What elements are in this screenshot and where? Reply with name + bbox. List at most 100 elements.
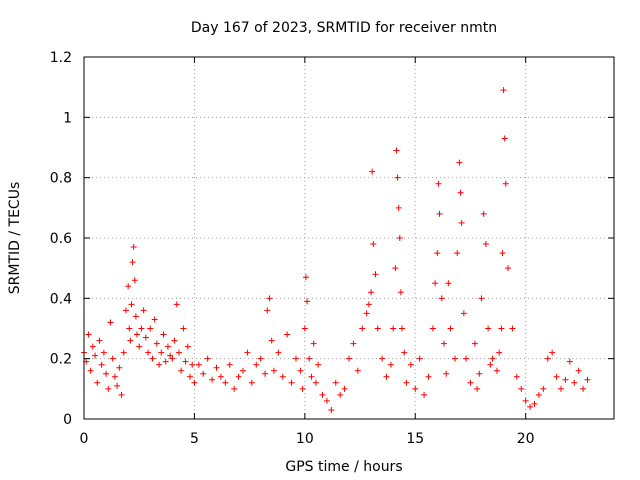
data-point — [145, 349, 152, 356]
data-point — [162, 358, 169, 365]
data-point — [436, 210, 443, 217]
data-point — [284, 331, 291, 338]
data-point — [173, 301, 180, 308]
data-point — [438, 295, 445, 302]
data-point — [222, 379, 229, 386]
data-point — [149, 355, 156, 362]
data-point — [125, 283, 132, 290]
data-point — [445, 280, 452, 287]
data-point — [87, 367, 94, 374]
y-tick-label: 0.2 — [50, 352, 72, 368]
data-point — [160, 331, 167, 338]
data-point — [200, 370, 207, 377]
data-point — [443, 370, 450, 377]
data-point — [100, 349, 107, 356]
data-point — [132, 313, 139, 320]
data-point — [522, 397, 529, 404]
data-point — [128, 301, 135, 308]
data-point — [217, 373, 224, 380]
data-point — [98, 361, 105, 368]
data-point — [350, 340, 357, 347]
data-point — [107, 319, 114, 326]
data-point — [244, 349, 251, 356]
data-point — [421, 391, 428, 398]
data-point — [302, 274, 309, 281]
data-point — [103, 370, 110, 377]
data-point — [518, 385, 525, 392]
data-point — [395, 204, 402, 211]
data-point — [501, 135, 508, 142]
data-point — [169, 355, 176, 362]
data-point — [499, 250, 506, 257]
data-point — [372, 271, 379, 278]
data-point — [502, 180, 509, 187]
data-point — [387, 361, 394, 368]
data-point — [337, 391, 344, 398]
data-point — [379, 355, 386, 362]
x-tick-label: 20 — [517, 431, 535, 447]
data-point — [454, 250, 461, 257]
data-point — [407, 361, 414, 368]
data-point — [138, 325, 145, 332]
data-point — [359, 325, 366, 332]
data-point — [416, 355, 423, 362]
data-point — [147, 325, 154, 332]
data-point — [136, 343, 143, 350]
data-point — [396, 235, 403, 241]
data-point — [393, 147, 400, 154]
data-point — [457, 189, 464, 196]
data-point — [467, 379, 474, 386]
data-point — [187, 373, 193, 380]
data-point — [122, 307, 129, 314]
data-point — [365, 301, 372, 308]
data-point — [134, 331, 140, 338]
data-point — [204, 355, 211, 362]
data-point — [435, 180, 442, 187]
data-point — [500, 87, 507, 94]
data-point — [328, 406, 335, 413]
data-point — [460, 310, 467, 317]
y-tick-label: 0 — [63, 412, 72, 428]
data-point — [498, 325, 505, 332]
data-point — [432, 280, 439, 287]
data-point — [178, 367, 185, 374]
data-point — [527, 403, 534, 410]
data-point — [399, 325, 405, 332]
data-point — [370, 241, 377, 248]
data-point — [531, 400, 538, 407]
data-point — [369, 168, 376, 175]
data-point — [315, 361, 322, 368]
data-point — [485, 325, 492, 332]
data-point — [487, 361, 494, 368]
data-point — [493, 367, 500, 374]
data-point — [304, 298, 311, 305]
data-point — [549, 349, 556, 356]
data-point — [463, 355, 470, 362]
data-point — [458, 219, 465, 226]
data-point — [184, 343, 191, 350]
data-point — [544, 355, 551, 362]
data-point — [226, 361, 233, 368]
data-point — [323, 397, 330, 404]
data-point — [189, 361, 196, 368]
data-point — [571, 379, 578, 386]
data-point — [401, 349, 408, 356]
data-point — [164, 343, 171, 350]
y-tick-label: 0.6 — [50, 231, 72, 247]
x-axis-label: GPS time / hours — [285, 459, 402, 475]
data-point — [175, 349, 182, 356]
data-point — [262, 370, 269, 377]
data-point — [130, 244, 137, 251]
data-point — [266, 295, 273, 302]
data-point — [474, 385, 481, 392]
data-point — [94, 379, 101, 386]
chart-title: Day 167 of 2023, SRMTID for receiver nmt… — [191, 20, 497, 36]
y-tick-label: 1.2 — [50, 50, 72, 66]
data-point — [478, 295, 485, 302]
data-point — [129, 259, 136, 266]
data-point — [140, 307, 147, 314]
data-point — [297, 367, 304, 374]
data-point — [209, 376, 216, 383]
data-point — [109, 355, 116, 362]
